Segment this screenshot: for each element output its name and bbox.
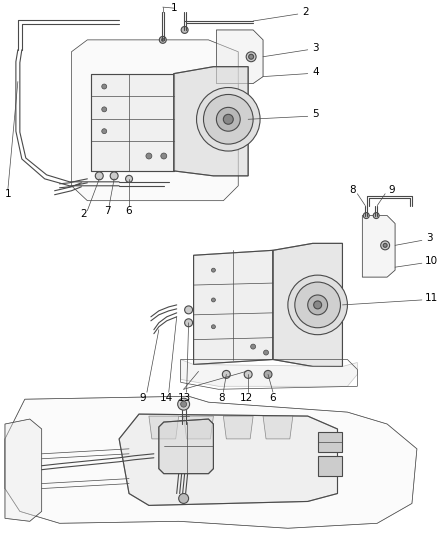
Bar <box>318 456 343 475</box>
Circle shape <box>246 52 256 62</box>
Circle shape <box>178 398 190 410</box>
Circle shape <box>146 153 152 159</box>
Circle shape <box>288 275 347 335</box>
Circle shape <box>110 172 118 180</box>
Polygon shape <box>5 419 42 521</box>
Text: 14: 14 <box>160 393 173 403</box>
Circle shape <box>159 36 166 43</box>
Circle shape <box>102 128 107 134</box>
Text: 9: 9 <box>140 393 146 403</box>
Polygon shape <box>180 359 357 386</box>
Circle shape <box>181 27 188 34</box>
Text: 1: 1 <box>170 3 177 13</box>
Circle shape <box>251 344 256 349</box>
Text: 1: 1 <box>5 189 11 199</box>
Text: 6: 6 <box>126 206 132 216</box>
Polygon shape <box>362 215 395 277</box>
Circle shape <box>204 94 253 144</box>
Circle shape <box>249 54 254 59</box>
Polygon shape <box>174 67 248 176</box>
Text: 2: 2 <box>80 208 87 219</box>
Text: 3: 3 <box>427 233 433 244</box>
Circle shape <box>308 295 328 315</box>
Text: 6: 6 <box>270 393 276 403</box>
Circle shape <box>197 87 260 151</box>
Circle shape <box>126 175 133 182</box>
Text: 13: 13 <box>178 393 191 403</box>
Polygon shape <box>119 414 338 505</box>
Text: 5: 5 <box>312 109 319 119</box>
Circle shape <box>314 301 321 309</box>
Polygon shape <box>194 251 273 365</box>
Circle shape <box>161 153 167 159</box>
Text: 9: 9 <box>389 185 396 195</box>
Circle shape <box>185 306 193 314</box>
Bar <box>318 432 343 452</box>
Circle shape <box>381 241 390 250</box>
Polygon shape <box>92 74 174 171</box>
Circle shape <box>95 172 103 180</box>
Text: 7: 7 <box>104 206 110 216</box>
Circle shape <box>264 370 272 378</box>
Text: 8: 8 <box>218 393 225 403</box>
Polygon shape <box>263 416 293 439</box>
Polygon shape <box>71 40 238 201</box>
Polygon shape <box>159 419 213 474</box>
Polygon shape <box>216 30 263 84</box>
Polygon shape <box>5 396 417 528</box>
Polygon shape <box>223 416 253 439</box>
Circle shape <box>244 370 252 378</box>
Circle shape <box>223 114 233 124</box>
Text: 8: 8 <box>349 185 356 195</box>
Circle shape <box>212 298 215 302</box>
Circle shape <box>295 282 340 328</box>
Polygon shape <box>273 244 343 367</box>
Polygon shape <box>149 416 179 439</box>
Circle shape <box>264 350 268 355</box>
Circle shape <box>102 84 107 89</box>
Circle shape <box>373 213 379 219</box>
Circle shape <box>223 370 230 378</box>
Text: 3: 3 <box>312 43 319 53</box>
Text: 10: 10 <box>425 256 438 266</box>
Text: 11: 11 <box>425 293 438 303</box>
Circle shape <box>216 107 240 131</box>
Circle shape <box>179 494 189 504</box>
Circle shape <box>363 213 369 219</box>
Circle shape <box>102 107 107 112</box>
Polygon shape <box>184 416 213 439</box>
Circle shape <box>180 401 187 407</box>
Circle shape <box>383 244 387 247</box>
Text: 4: 4 <box>312 67 319 77</box>
Text: 12: 12 <box>240 393 253 403</box>
Circle shape <box>161 38 164 42</box>
Text: 2: 2 <box>302 7 309 17</box>
Circle shape <box>185 319 193 327</box>
Circle shape <box>212 325 215 329</box>
Circle shape <box>212 268 215 272</box>
